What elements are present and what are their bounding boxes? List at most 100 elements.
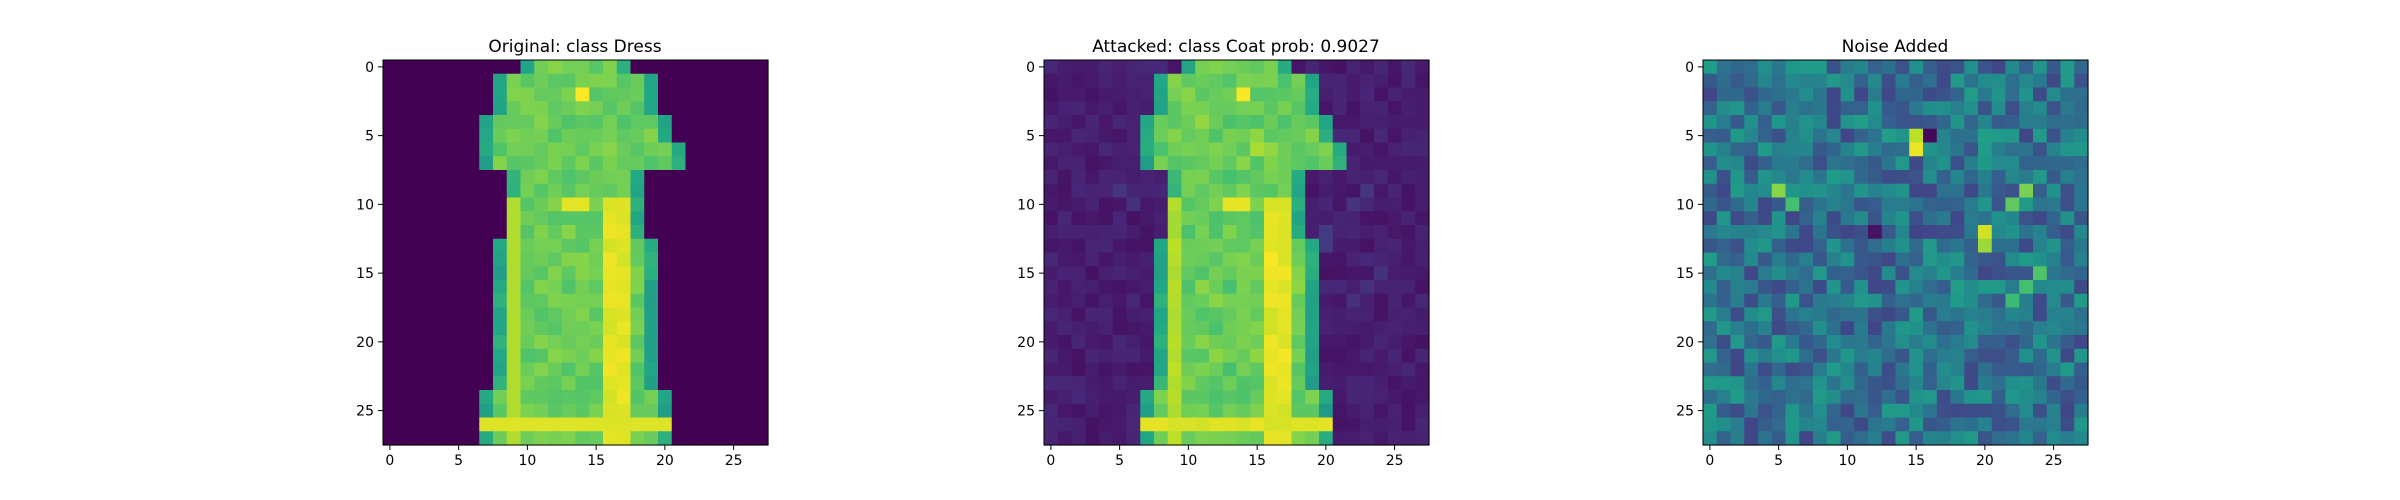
heatmap-cell [2019, 293, 2034, 309]
heatmap-cell [1868, 252, 1883, 267]
heatmap-cell [1291, 252, 1306, 267]
heatmap-cell [1222, 390, 1238, 405]
heatmap-cell [1057, 266, 1073, 281]
heatmap-cell [2046, 321, 2062, 336]
heatmap-cell [1881, 87, 1897, 102]
heatmap-cell [1744, 156, 1759, 171]
heatmap-cell [1950, 101, 1965, 116]
heatmap-cell [1415, 431, 1430, 446]
heatmap-cell [1799, 142, 1814, 157]
heatmap-cell [713, 115, 728, 130]
heatmap-cell [1209, 293, 1224, 309]
heatmap-cell [1071, 252, 1086, 267]
heatmap-cell [1840, 211, 1855, 226]
heatmap-cell [2046, 115, 2062, 130]
heatmap-cell [479, 156, 494, 171]
heatmap-cell [1771, 73, 1787, 89]
heatmap-cell [410, 115, 425, 130]
heatmap-cell [424, 128, 439, 144]
heatmap-cell [561, 307, 577, 322]
heatmap-cell [1387, 390, 1403, 405]
heatmap-cell [616, 60, 632, 75]
heatmap-cell [685, 390, 700, 405]
heatmap-cell [1950, 238, 1965, 254]
heatmap-cell [603, 321, 618, 336]
heatmap-cell [1799, 211, 1814, 226]
heatmap-cell [548, 252, 563, 267]
heatmap-cell [575, 156, 590, 171]
heatmap-cell [1236, 238, 1251, 254]
heatmap-cell [534, 225, 549, 240]
heatmap-cell [1305, 280, 1320, 295]
heatmap-cell [616, 197, 632, 212]
heatmap-cell [1868, 170, 1883, 185]
heatmap-cell [1291, 348, 1306, 364]
heatmap-cell [1813, 417, 1828, 432]
heatmap-cell [1785, 115, 1800, 130]
heatmap-cell [754, 60, 769, 75]
heatmap-cell [1305, 417, 1320, 432]
heatmap-cell [479, 142, 494, 157]
heatmap-cell [2033, 115, 2048, 130]
heatmap-cell [465, 280, 480, 295]
heatmap-cell [1923, 307, 1938, 322]
heatmap-cell [1771, 293, 1787, 309]
heatmap-cell [1387, 197, 1403, 212]
heatmap-cell [1881, 73, 1897, 89]
heatmap-cell [1923, 321, 1938, 336]
heatmap-cell [1181, 348, 1196, 364]
heatmap-cell [1236, 321, 1251, 336]
heatmap-cell [740, 348, 755, 364]
heatmap-cell [561, 128, 577, 144]
heatmap-cell [1057, 101, 1073, 116]
heatmap-cell [383, 87, 398, 102]
heatmap-cell [1799, 390, 1814, 405]
heatmap-cell [1758, 252, 1773, 267]
heatmap-cell [1923, 197, 1938, 212]
heatmap-cell [1991, 417, 2007, 432]
heatmap-cell [1044, 417, 1059, 432]
heatmap-cell [1744, 280, 1759, 295]
heatmap-cell [1895, 142, 1910, 157]
heatmap-cell [2033, 101, 2048, 116]
heatmap-cell [1964, 87, 1979, 102]
heatmap-cell [1140, 142, 1155, 157]
heatmap-cell [1991, 128, 2007, 144]
heatmap-cell [465, 211, 480, 226]
heatmap-cell [1785, 156, 1800, 171]
heatmap-cell [644, 101, 659, 116]
heatmap-cell [1374, 335, 1389, 350]
heatmap-cell [1085, 266, 1100, 281]
heatmap-cell [1703, 128, 1718, 144]
heatmap-cell [699, 211, 714, 226]
heatmap-cell [1909, 307, 1924, 322]
heatmap-cell [451, 362, 467, 377]
heatmap-cell [1140, 266, 1155, 281]
heatmap-cell [699, 142, 714, 157]
heatmap-cell [1854, 170, 1869, 185]
heatmap-cell [396, 170, 412, 185]
heatmap-cell [1277, 183, 1293, 199]
heatmap-cell [1401, 252, 1416, 267]
heatmap-cell [451, 128, 467, 144]
heatmap-cell [1222, 403, 1238, 419]
heatmap-cell [1360, 431, 1375, 446]
heatmap-cell [1868, 101, 1883, 116]
heatmap-cell [630, 362, 645, 377]
heatmap-cell [2019, 73, 2034, 89]
heatmap-cell [383, 403, 398, 419]
heatmap-cell [1346, 73, 1361, 89]
heatmap-cell [1415, 211, 1430, 226]
heatmap-cell [1305, 73, 1320, 89]
heatmap-cell [1415, 266, 1430, 281]
heatmap-cell [1167, 431, 1183, 446]
heatmap-cell [589, 225, 604, 240]
heatmap-cell [1112, 128, 1128, 144]
heatmap-cell [1222, 280, 1238, 295]
heatmap-cell [1250, 101, 1265, 116]
heatmap-cell [1181, 60, 1196, 75]
heatmap-cell [685, 417, 700, 432]
heatmap-cell [383, 335, 398, 350]
heatmap-cell [1071, 335, 1086, 350]
heatmap-cell [2019, 252, 2034, 267]
